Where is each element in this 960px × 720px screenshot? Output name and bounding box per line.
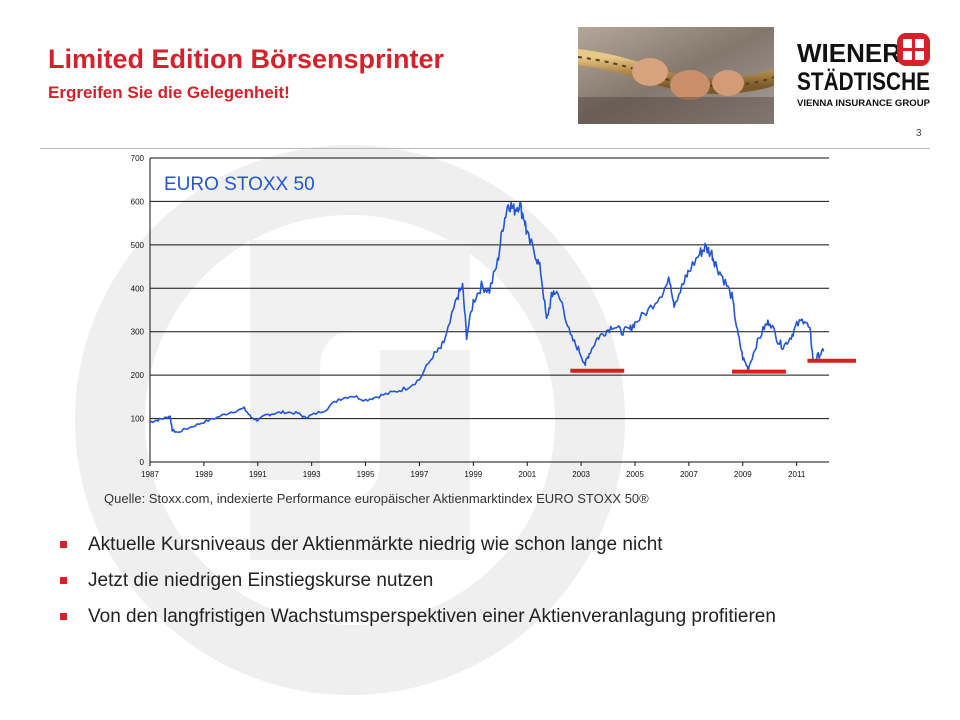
x-tick-label: 2011 (788, 470, 806, 479)
x-tick-label: 2001 (518, 470, 536, 479)
company-logo: WIENER STÄDTISCHE VIENNA INSURANCE GROUP (797, 28, 932, 112)
bullet-marker (60, 541, 67, 548)
header-divider (40, 148, 930, 149)
x-tick-label: 2003 (572, 470, 590, 479)
logo-text-line3: VIENNA INSURANCE GROUP (797, 98, 930, 108)
bullet-item: Aktuelle Kursniveaus der Aktienmärkte ni… (60, 533, 910, 556)
logo-text-line1: WIENER (797, 38, 901, 68)
bullet-text: Jetzt die niedrigen Einstiegskurse nutze… (88, 570, 434, 591)
chart-title: EURO STOXX 50 (164, 174, 315, 195)
logo-emblem (897, 33, 930, 66)
bullet-list: Aktuelle Kursniveaus der Aktienmärkte ni… (60, 533, 910, 641)
chart-source-note: Quelle: Stoxx.com, indexierte Performanc… (104, 491, 649, 506)
x-tick-label: 2007 (680, 470, 698, 479)
y-tick-label: 100 (131, 415, 145, 424)
bullet-marker (60, 577, 67, 584)
y-tick-label: 600 (131, 197, 145, 206)
x-tick-label: 1989 (195, 470, 213, 479)
page-subtitle: Ergreifen Sie die Gelegenheit! (48, 83, 290, 102)
x-tick-label: 1993 (303, 470, 321, 479)
y-tick-label: 400 (131, 284, 145, 293)
x-tick-label: 1997 (411, 470, 429, 479)
series-line (149, 201, 825, 433)
logo-text-line2: STÄDTISCHE (797, 68, 930, 96)
euro-stoxx-chart: 0 100 200 300 400 500 600 700 1987 1989 1991 1993 19… (131, 154, 856, 479)
bullet-text: Aktuelle Kursniveaus der Aktienmärkte ni… (88, 534, 663, 555)
y-tick-label: 200 (131, 371, 145, 380)
y-tick-label: 500 (131, 241, 145, 250)
bullet-text: Von den langfristigen Wachstumsperspekti… (88, 606, 776, 627)
bullet-item: Jetzt die niedrigen Einstiegskurse nutze… (60, 569, 910, 592)
x-tick-label: 1987 (141, 470, 159, 479)
bullet-item: Von den langfristigen Wachstumsperspekti… (60, 605, 910, 628)
x-tick-label: 1995 (357, 470, 375, 479)
y-tick-label: 700 (131, 154, 145, 163)
bullet-marker (60, 613, 67, 620)
page-title: Limited Edition Börsensprinter (48, 44, 445, 74)
rope-pulling-photo (578, 27, 774, 124)
y-tick-label: 300 (131, 328, 145, 337)
x-tick-label: 2009 (734, 470, 752, 479)
x-tick-label: 1991 (249, 470, 267, 479)
x-tick-label: 2005 (626, 470, 644, 479)
x-tick-label: 1999 (464, 470, 482, 479)
page-number: 3 (916, 128, 922, 139)
y-tick-label: 0 (140, 458, 145, 467)
